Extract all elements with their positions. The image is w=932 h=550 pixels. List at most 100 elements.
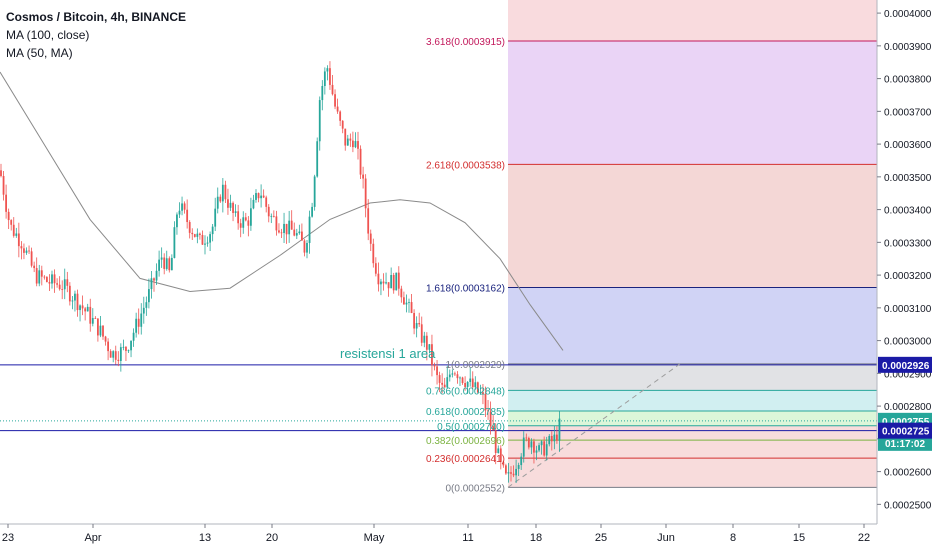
candle-body-52 (132, 332, 135, 341)
candle-body-14 (35, 268, 38, 284)
candle-body-81 (206, 242, 209, 244)
candle-body-79 (201, 234, 204, 245)
candle-body-162 (413, 313, 415, 329)
candle-body-209 (533, 441, 535, 453)
candle-body-97 (247, 220, 250, 226)
fib-band-0 (508, 40, 877, 165)
candle-body-114 (290, 220, 293, 230)
candle-body-74 (188, 222, 191, 233)
y-tick-label-3: 0.0003700 (884, 107, 932, 118)
candle-body-181 (461, 377, 464, 383)
candle-body-210 (535, 450, 538, 453)
candle-body-58 (148, 289, 150, 303)
candle-body-88 (224, 184, 227, 200)
candle-body-86 (219, 196, 222, 202)
fib-band-7 (508, 440, 877, 459)
candle-body-138 (352, 140, 354, 148)
candle-body-130 (331, 84, 334, 95)
candle-body-107 (272, 215, 275, 217)
candle-body-37 (94, 318, 97, 319)
candle-body-32 (81, 305, 84, 309)
ma100-legend[interactable]: MA (100, close) (6, 28, 90, 42)
candle-body-214 (545, 444, 548, 456)
ma50-legend[interactable]: MA (50, MA) (6, 46, 73, 60)
candle-body-45 (114, 351, 117, 360)
fib-label-8: 0.236(0.0002641) (426, 454, 505, 465)
candle-body-146 (372, 243, 375, 264)
candle-body-152 (387, 282, 390, 289)
symbol-title[interactable]: Cosmos / Bitcoin, 4h, BINANCE (6, 10, 187, 24)
candle-body-158 (403, 297, 405, 305)
candle-body-170 (433, 365, 436, 367)
candle-body-98 (250, 208, 252, 226)
y-tick-label-1: 0.0003900 (884, 42, 932, 53)
candle-body-23 (58, 284, 61, 290)
fib-band-2 (508, 287, 877, 364)
candle-body-18 (46, 277, 48, 282)
candle-body-156 (397, 272, 400, 289)
candle-body-182 (464, 382, 466, 387)
badge-lower-line-text: 0.0002725 (882, 427, 930, 438)
x-tick-label-11: 22 (858, 532, 870, 544)
y-tick-label-12: 0.0002800 (884, 402, 932, 413)
candle-body-8 (20, 246, 23, 249)
candle-body-10 (25, 250, 28, 253)
candle-body-207 (527, 437, 530, 448)
candle-body-185 (471, 378, 474, 388)
candle-body-189 (482, 392, 484, 395)
candle-body-27 (68, 285, 71, 302)
candle-body-64 (163, 257, 166, 269)
candle-body-28 (71, 300, 74, 302)
candle-body-4 (10, 220, 13, 225)
candle-body-41 (104, 336, 107, 342)
candle-body-46 (117, 359, 120, 361)
candle-body-139 (354, 141, 357, 148)
candle-body-59 (150, 278, 153, 290)
candle-body-31 (79, 305, 81, 311)
badge-lower-line-bg (878, 422, 932, 439)
candle-body-35 (89, 306, 92, 324)
y-tick-label-9: 0.0003100 (884, 304, 932, 315)
fib-label-2: 1.618(0.0003162) (426, 284, 505, 295)
candle-body-56 (142, 307, 145, 314)
x-tick-label-7: 25 (595, 532, 607, 544)
candle-body-212 (540, 441, 543, 446)
candle-body-0 (0, 170, 2, 177)
time-axis[interactable] (0, 524, 932, 550)
ma-100-line (0, 71, 564, 351)
candle-body-128 (326, 68, 329, 72)
fib-label-9: 0(0.0002552) (446, 483, 506, 494)
candle-body-195 (497, 448, 500, 453)
y-tick-label-4: 0.0003600 (884, 140, 932, 151)
candle-body-168 (428, 344, 431, 350)
x-tick-label-6: 18 (530, 532, 542, 544)
fib-band-5 (508, 411, 877, 426)
candle-body-9 (23, 248, 25, 253)
candle-body-84 (214, 208, 217, 227)
candle-body-60 (153, 278, 155, 281)
y-tick-label-11: 0.0002900 (884, 369, 932, 380)
candle-body-161 (410, 302, 413, 314)
candle-body-102 (260, 195, 262, 199)
candle-body-172 (438, 375, 441, 383)
time-axis-ticks: 23 Apr 13 20 May 11 18 25 Jun 8 15 22 (2, 524, 870, 544)
candle-body-163 (415, 323, 418, 329)
candle-body-42 (107, 341, 109, 352)
fib-label-1: 2.618(0.0003538) (426, 160, 505, 171)
fib-label-7: 0.382(0.0002696) (426, 436, 505, 447)
chart-legend: Cosmos / Bitcoin, 4h, BINANCE MA (100, c… (6, 8, 186, 62)
candle-body-178 (454, 373, 456, 375)
horizontal-lines[interactable] (0, 364, 877, 432)
candle-body-131 (334, 94, 336, 107)
candle-body-67 (170, 257, 173, 271)
candle-body-190 (484, 394, 487, 411)
y-tick-label-5: 0.0003500 (884, 173, 932, 184)
candle-body-29 (74, 293, 76, 301)
fib-band-6 (508, 425, 877, 441)
candle-body-183 (466, 381, 469, 387)
candle-body-155 (395, 272, 398, 291)
candle-body-205 (522, 437, 525, 457)
candle-body-61 (155, 270, 158, 281)
resistance-annotation[interactable]: resistensi 1 area (340, 346, 436, 361)
